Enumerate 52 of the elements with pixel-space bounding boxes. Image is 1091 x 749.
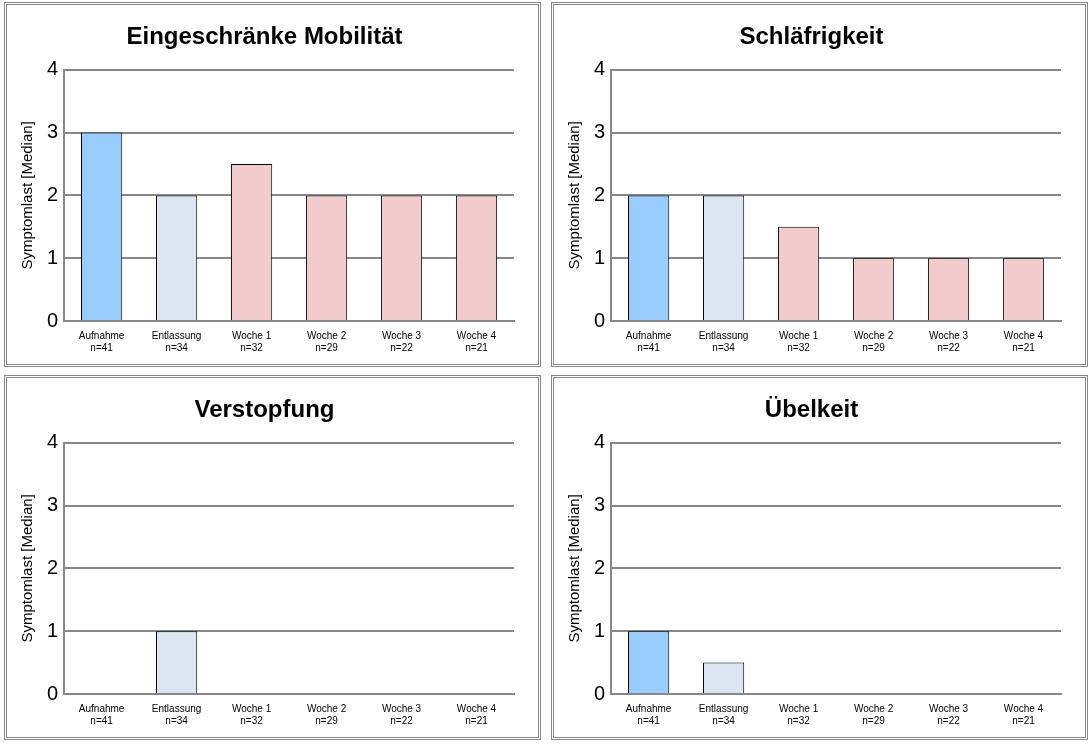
y-axis-title: Symptomlast [Median] — [18, 494, 36, 643]
y-tick-label: 2 — [47, 182, 59, 205]
y-axis-title: Symptomlast [Median] — [18, 121, 36, 270]
x-tick-label: Aufnahme n=41 — [78, 702, 125, 726]
y-tick-label: 3 — [47, 120, 59, 143]
x-tick-label: Entlassung n=34 — [698, 702, 749, 726]
y-tick-label: 3 — [594, 493, 606, 516]
x-tick-label: Woche 2 n=29 — [853, 702, 894, 726]
x-tick-label: Woche 3 n=22 — [928, 329, 969, 353]
y-axis-title: Symptomlast [Median] — [565, 121, 583, 270]
x-tick-label: Woche 1 n=32 — [231, 702, 272, 726]
y-tick-label: 0 — [47, 681, 59, 704]
y-tick-label: 4 — [47, 57, 59, 80]
x-tick-label: Woche 1 n=32 — [231, 329, 272, 353]
x-tick-label: Entlassung n=34 — [151, 329, 202, 353]
y-tick-label: 1 — [47, 618, 59, 641]
x-tick-label: Aufnahme n=41 — [78, 329, 125, 353]
x-tick-label: Entlassung n=34 — [151, 702, 202, 726]
x-tick-label: Woche 2 n=29 — [853, 329, 894, 353]
chart-title: Verstopfung — [194, 395, 335, 423]
y-tick-label: 2 — [594, 555, 606, 578]
x-tick-label: Entlassung n=34 — [698, 329, 749, 353]
y-tick-label: 4 — [594, 57, 606, 80]
chart-title: Übelkeit — [764, 395, 859, 423]
x-tick-label: Woche 3 n=22 — [928, 702, 969, 726]
y-tick-label: 0 — [47, 308, 59, 331]
y-tick-label: 0 — [594, 308, 606, 331]
x-tick-label: Aufnahme n=41 — [625, 702, 672, 726]
y-tick-label: 4 — [594, 430, 606, 453]
chart-title: Eingeschränke Mobilität — [126, 22, 403, 50]
x-tick-label: Woche 4 n=21 — [456, 329, 497, 353]
y-tick-label: 1 — [594, 618, 606, 641]
y-tick-label: 1 — [594, 245, 606, 268]
x-tick-label: Woche 4 n=21 — [456, 702, 497, 726]
x-tick-label: Woche 4 n=21 — [1003, 702, 1044, 726]
y-tick-label: 2 — [47, 555, 59, 578]
y-tick-label: 3 — [594, 120, 606, 143]
x-tick-label: Aufnahme n=41 — [625, 329, 672, 353]
x-tick-label: Woche 1 n=32 — [778, 702, 819, 726]
x-tick-label: Woche 3 n=22 — [381, 329, 422, 353]
y-tick-label: 2 — [594, 182, 606, 205]
y-axis-title: Symptomlast [Median] — [565, 494, 583, 643]
y-tick-label: 1 — [47, 245, 59, 268]
chart-title: Schläfrigkeit — [739, 22, 884, 50]
x-tick-label: Woche 3 n=22 — [381, 702, 422, 726]
x-tick-label: Woche 2 n=29 — [306, 702, 347, 726]
y-tick-label: 4 — [47, 430, 59, 453]
x-tick-label: Woche 1 n=32 — [778, 329, 819, 353]
x-tick-label: Woche 2 n=29 — [306, 329, 347, 353]
y-tick-label: 3 — [47, 493, 59, 516]
y-tick-label: 0 — [594, 681, 606, 704]
x-tick-label: Woche 4 n=21 — [1003, 329, 1044, 353]
